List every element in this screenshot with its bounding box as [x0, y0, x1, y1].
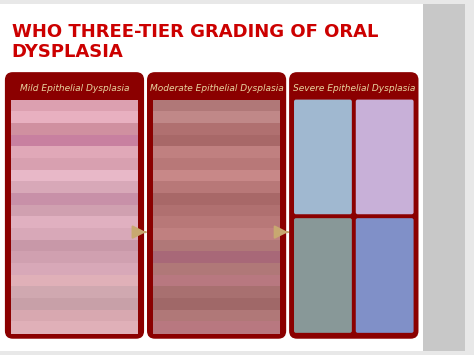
Bar [153, 204, 280, 217]
Text: Mild Epithelial Dysplasia: Mild Epithelial Dysplasia [20, 84, 129, 93]
Text: WHO THREE-TIER GRADING OF ORAL: WHO THREE-TIER GRADING OF ORAL [12, 23, 378, 41]
Bar [153, 123, 280, 136]
Bar [153, 298, 280, 311]
Bar [153, 146, 280, 159]
FancyBboxPatch shape [356, 218, 414, 333]
Bar [153, 274, 280, 287]
FancyBboxPatch shape [423, 4, 465, 351]
Bar [153, 251, 280, 264]
Bar [153, 263, 280, 275]
Bar [11, 263, 138, 275]
Bar [11, 286, 138, 299]
Bar [153, 286, 280, 299]
FancyBboxPatch shape [294, 218, 352, 333]
Bar [11, 123, 138, 136]
Bar [11, 158, 138, 170]
Bar [11, 310, 138, 322]
Bar [11, 193, 138, 206]
Bar [11, 204, 138, 217]
Bar [153, 240, 280, 252]
FancyBboxPatch shape [294, 100, 352, 214]
Bar [153, 193, 280, 206]
Bar [11, 111, 138, 124]
Bar [153, 111, 280, 124]
Bar [11, 298, 138, 311]
Bar [11, 146, 138, 159]
Bar [153, 321, 280, 334]
Bar [153, 135, 280, 147]
Bar [153, 310, 280, 322]
Bar [153, 228, 280, 241]
Bar [11, 135, 138, 147]
Bar [11, 228, 138, 241]
FancyBboxPatch shape [289, 72, 419, 339]
FancyBboxPatch shape [147, 72, 286, 339]
Bar [153, 181, 280, 194]
Text: Severe Epithelial Dysplasia: Severe Epithelial Dysplasia [292, 84, 415, 93]
Bar [153, 170, 280, 182]
Bar [11, 100, 138, 112]
Bar [11, 274, 138, 287]
Bar [11, 240, 138, 252]
Text: Moderate Epithelial Dysplasia: Moderate Epithelial Dysplasia [150, 84, 283, 93]
Bar [153, 100, 280, 112]
Bar [11, 181, 138, 194]
Bar [153, 158, 280, 170]
Bar [153, 216, 280, 229]
Text: DYSPLASIA: DYSPLASIA [12, 43, 124, 61]
Bar [11, 170, 138, 182]
Bar [11, 321, 138, 334]
FancyBboxPatch shape [0, 4, 423, 351]
Bar [11, 251, 138, 264]
FancyBboxPatch shape [5, 72, 144, 339]
FancyBboxPatch shape [356, 100, 414, 214]
Bar [11, 216, 138, 229]
